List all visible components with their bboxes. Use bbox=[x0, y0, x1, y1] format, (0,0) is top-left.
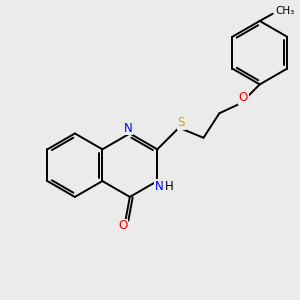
Text: S: S bbox=[178, 116, 185, 129]
Text: N: N bbox=[124, 122, 133, 135]
Text: N: N bbox=[154, 180, 163, 193]
Text: H: H bbox=[165, 180, 174, 193]
Text: O: O bbox=[239, 92, 248, 104]
Text: O: O bbox=[118, 219, 127, 232]
Text: CH₃: CH₃ bbox=[276, 6, 295, 16]
